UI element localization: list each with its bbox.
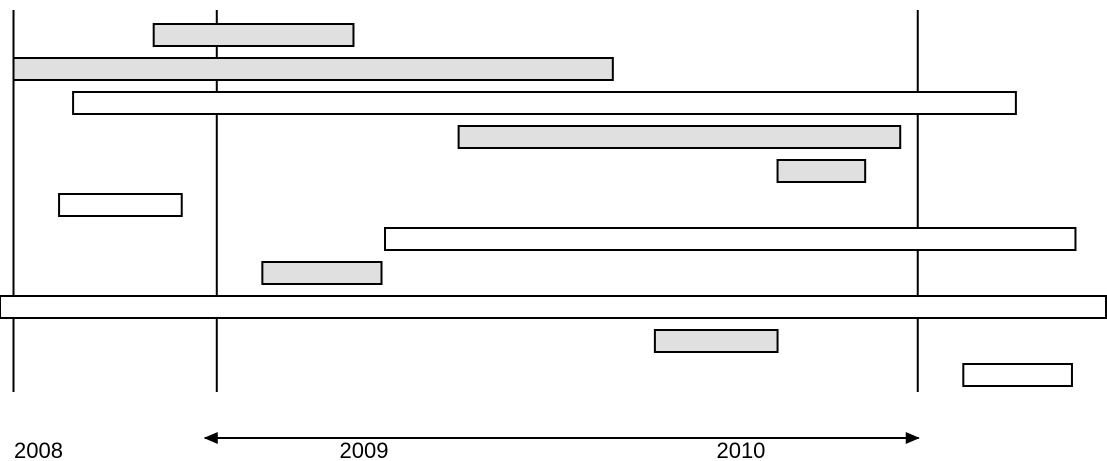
time-axis: 2008 2009 2010 <box>14 432 920 461</box>
bar-2 <box>12 57 614 81</box>
year-label-2010: 2010 <box>716 438 765 461</box>
bar-5 <box>776 159 867 183</box>
year-label-2009: 2009 <box>340 438 389 461</box>
bar-10 <box>653 329 779 353</box>
bar-7 <box>384 227 1077 251</box>
bar-3 <box>72 91 1017 115</box>
bar-6 <box>58 193 183 217</box>
bars <box>0 23 1107 387</box>
bar-4 <box>457 125 902 149</box>
bar-9 <box>0 295 1107 319</box>
bar-11 <box>962 363 1073 387</box>
year-label-2008: 2008 <box>14 438 63 461</box>
bar-8 <box>261 261 383 285</box>
bar-1 <box>152 23 355 47</box>
